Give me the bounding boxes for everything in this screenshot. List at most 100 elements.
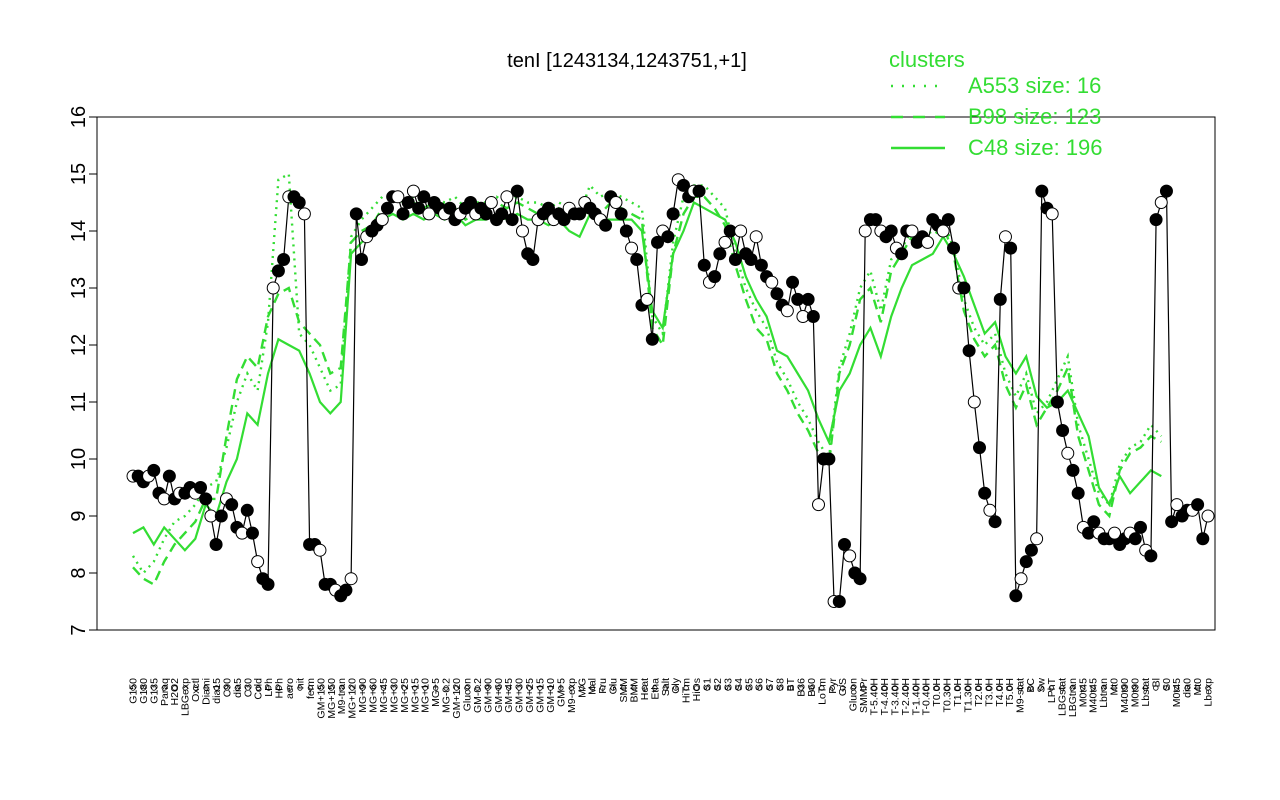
x-tick-marker [558, 685, 564, 691]
x-tick-marker [506, 685, 512, 691]
x-tick-label: Fru [597, 678, 609, 694]
data-point [998, 230, 1012, 244]
x-tick-marker [840, 685, 846, 691]
x-tick-label: T0.0H [931, 678, 943, 707]
x-tick-label: Pyr [827, 677, 839, 693]
data-point [266, 281, 280, 295]
data-point [765, 275, 779, 289]
y-tick-label: 10 [68, 448, 90, 470]
data-point [1045, 207, 1059, 221]
chart-title: tenI [1243134,1243751,+1] [507, 50, 747, 72]
data-point [417, 190, 431, 204]
x-tick-marker [860, 685, 867, 691]
x-tick-marker [1153, 685, 1159, 691]
x-tick-marker [881, 685, 888, 691]
x-tick-label: S8 [775, 678, 787, 691]
x-tick-marker [620, 685, 627, 691]
x-tick-label: MG+60 [368, 678, 380, 713]
x-tick-label: GM+60 [493, 678, 505, 713]
data-point [713, 247, 727, 261]
x-tick-marker [422, 685, 428, 691]
y-tick-label: 13 [68, 277, 90, 299]
data-point [947, 241, 961, 255]
x-tick-marker [412, 685, 418, 691]
data-point [666, 207, 680, 221]
x-tick-marker [286, 685, 293, 691]
x-tick-marker [359, 685, 366, 691]
x-tick-marker [1017, 685, 1023, 691]
plot-border [96, 116, 1216, 631]
legend-label: A553 size: 16 [968, 73, 1101, 98]
data-point [993, 292, 1007, 306]
x-tick-label: BC [1025, 678, 1037, 693]
data-point [1030, 532, 1044, 546]
x-tick-label: GM+90 [482, 678, 494, 713]
data-point [661, 230, 675, 244]
x-tick-label: Mal [587, 678, 599, 695]
data-point [297, 207, 311, 221]
x-tick-label: G/S [837, 678, 849, 696]
x-tick-label: T1.30H [962, 678, 974, 712]
x-tick-marker [318, 685, 324, 691]
x-tick-label: M9-stat [1015, 678, 1027, 713]
data-point [754, 258, 768, 272]
x-tick-marker [1121, 685, 1128, 691]
data-point [884, 224, 898, 238]
x-tick-label: T-1.40H [910, 678, 922, 715]
x-tick-marker [203, 685, 209, 691]
x-tick-marker [255, 685, 261, 691]
y-tick-label: 11 [68, 392, 90, 413]
x-tick-label: LBGtran [1067, 678, 1079, 717]
x-tick-label: GM+5 [555, 678, 567, 707]
x-tick-label: M0t45 [1077, 678, 1089, 707]
data-point [630, 253, 644, 266]
x-tick-label: M0t45 [1171, 678, 1183, 707]
data-point [1170, 498, 1184, 512]
x-tick-marker [1194, 685, 1201, 691]
y-tick-label: 7 [68, 624, 90, 635]
data-point [209, 538, 223, 551]
x-tick-marker [693, 685, 700, 691]
x-tick-label: T-3.40H [889, 678, 901, 715]
x-tick-label: LBGstat [1056, 678, 1068, 716]
x-tick-marker [1205, 685, 1211, 691]
data-point [1165, 515, 1179, 529]
data-point [214, 509, 228, 523]
x-tick-label: Mt0 [1109, 678, 1121, 696]
x-tick-marker [944, 685, 950, 691]
x-tick-label: GM+25 [524, 678, 536, 713]
x-tick-label: S0 [1161, 678, 1173, 691]
data-point [500, 190, 514, 204]
x-tick-label: Gly [670, 677, 682, 694]
data-point [812, 498, 826, 512]
x-tick-marker [432, 685, 439, 691]
data-point [718, 235, 732, 249]
x-tick-label: T1.0H [952, 678, 964, 707]
x-tick-marker [297, 685, 303, 691]
x-tick-label: HiOs [691, 678, 703, 701]
data-point [941, 213, 955, 227]
x-tick-label: T2.0H [973, 678, 985, 707]
data-point [479, 207, 493, 221]
data-point [495, 207, 509, 221]
data-point [396, 207, 410, 221]
data-point [225, 498, 239, 512]
data-point [199, 492, 213, 506]
data-point [619, 224, 633, 238]
x-tick-marker [485, 685, 491, 691]
x-tick-marker [1163, 685, 1169, 691]
data-point [734, 224, 748, 238]
data-point [895, 247, 909, 261]
x-tick-label: MG+25 [399, 678, 411, 713]
series-line-solid [132, 200, 1162, 552]
x-tick-label: Salt [660, 678, 672, 696]
data-point [251, 555, 265, 569]
x-tick-marker [516, 685, 522, 691]
data-point [277, 253, 291, 266]
data-point [853, 572, 867, 586]
data-point [240, 503, 254, 517]
x-tick-label: LoTm [816, 678, 828, 705]
x-tick-marker [339, 685, 345, 691]
data-point [1019, 555, 1033, 569]
x-tick-marker [130, 685, 136, 691]
